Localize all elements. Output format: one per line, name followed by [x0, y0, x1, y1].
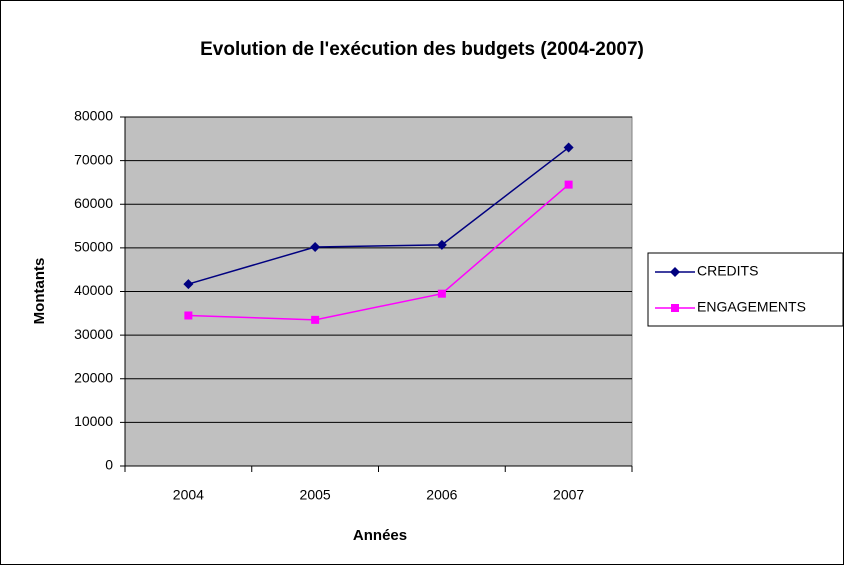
legend-label: CREDITS — [697, 263, 758, 279]
marker — [437, 289, 446, 298]
marker — [183, 279, 194, 290]
chart-title: Evolution de l'exécution des budgets (20… — [200, 39, 644, 60]
y-tick-label: 80000 — [74, 108, 113, 124]
marker — [436, 239, 447, 250]
y-tick-label: 30000 — [74, 326, 113, 342]
legend-marker — [670, 267, 680, 277]
y-axis-title: Montants — [31, 258, 48, 325]
x-tick-label: 2006 — [426, 487, 457, 503]
marker — [564, 180, 573, 189]
x-tick-label: 2007 — [553, 487, 584, 503]
x-tick-label: 2004 — [173, 487, 204, 503]
y-tick-label: 70000 — [74, 151, 113, 167]
y-tick-label: 40000 — [74, 282, 113, 298]
legend-box — [647, 252, 844, 327]
y-tick-label: 50000 — [74, 239, 113, 255]
marker — [184, 311, 193, 320]
series-line — [188, 184, 570, 321]
y-tick-label: 10000 — [74, 413, 113, 429]
y-tick-label: 20000 — [74, 369, 113, 385]
series-line — [188, 146, 570, 285]
marker — [563, 142, 574, 153]
legend-label: ENGAGEMENTS — [697, 299, 806, 315]
marker — [311, 315, 320, 324]
marker — [310, 242, 321, 253]
x-tick-label: 2005 — [300, 487, 331, 503]
y-tick-label: 0 — [105, 457, 113, 473]
x-axis-title: Années — [353, 527, 407, 544]
legend-marker — [671, 304, 679, 312]
y-tick-label: 60000 — [74, 195, 113, 211]
